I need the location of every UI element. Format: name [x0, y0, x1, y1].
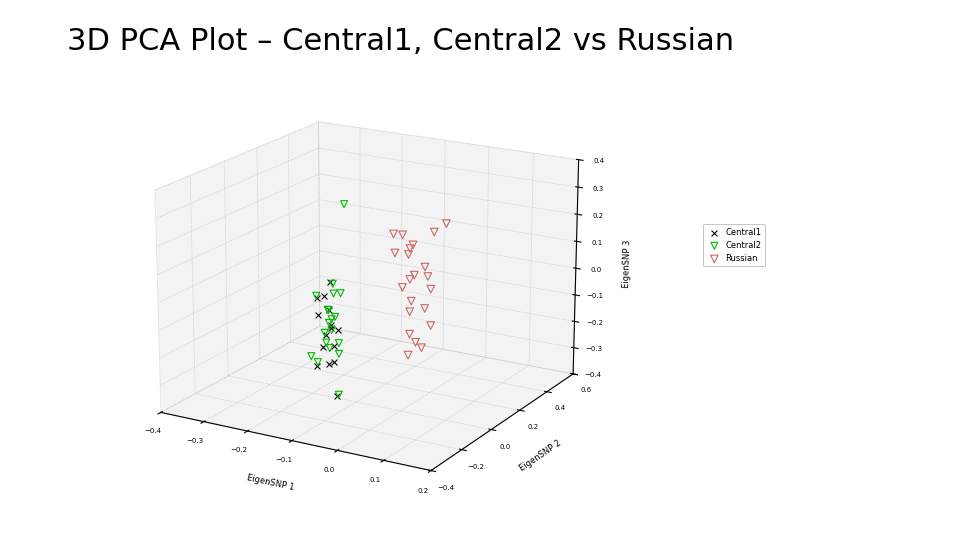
X-axis label: EigenSNP 1: EigenSNP 1 — [246, 473, 295, 492]
Legend: Central1, Central2, Russian: Central1, Central2, Russian — [703, 225, 764, 266]
Y-axis label: EigenSNP 2: EigenSNP 2 — [518, 438, 564, 472]
Text: 3D PCA Plot – Central1, Central2 vs Russian: 3D PCA Plot – Central1, Central2 vs Russ… — [67, 27, 734, 56]
